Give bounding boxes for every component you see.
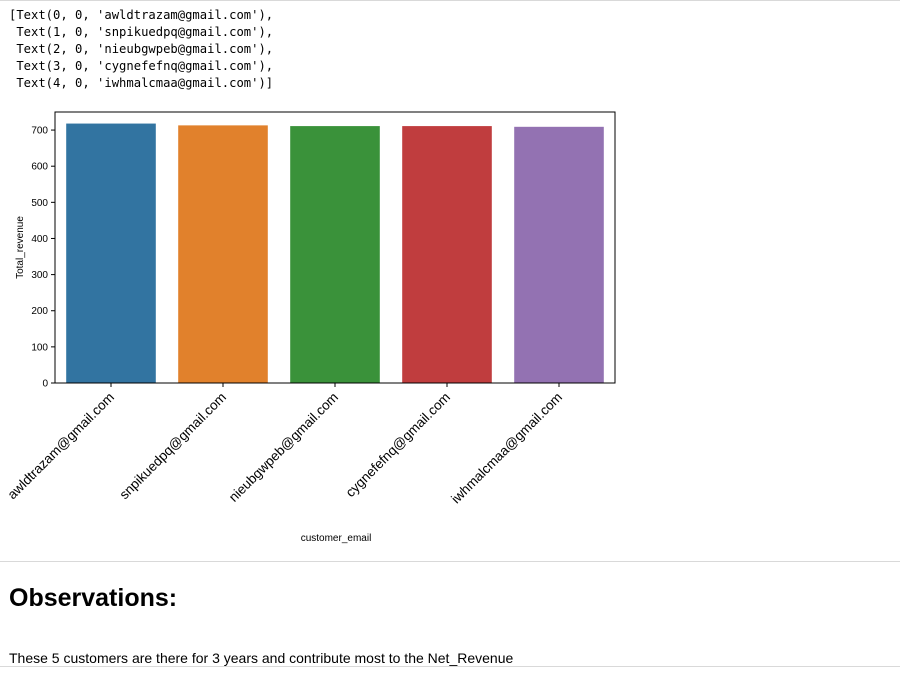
observations-text: These 5 customers are there for 3 years …: [9, 650, 514, 666]
output-line: Text(2, 0, 'nieubgwpeb@gmail.com'),: [9, 42, 274, 56]
bar: [290, 126, 380, 384]
top-cell-divider: [0, 0, 900, 1]
x-tick-label: awldtrazam@gmail.com: [5, 390, 118, 503]
output-line: Text(3, 0, 'cygnefefnq@gmail.com'),: [9, 59, 274, 73]
output-line: Text(1, 0, 'snpikuedpq@gmail.com'),: [9, 25, 274, 39]
bar: [514, 126, 604, 383]
y-tick-label: 500: [31, 198, 48, 209]
y-axis-label: Total_revenue: [15, 216, 26, 279]
cell-divider: [0, 561, 900, 562]
y-tick-label: 300: [31, 270, 48, 281]
output-line: [Text(0, 0, 'awldtrazam@gmail.com'),: [9, 8, 274, 22]
x-tick-label: nieubgwpeb@gmail.com: [226, 390, 341, 505]
y-tick-label: 200: [31, 306, 48, 317]
text-output: [Text(0, 0, 'awldtrazam@gmail.com'), Tex…: [9, 7, 273, 92]
bar-chart: 0 100 200 300 400 500 600 700 awldtrazam@gmail.…: [5, 111, 616, 544]
y-tick-label: 400: [31, 234, 48, 245]
x-tick-label: snpikuedpq@gmail.com: [116, 390, 229, 503]
bottom-cell-divider: [0, 666, 900, 667]
y-tick-label: 0: [42, 379, 48, 390]
cell-output: [Text(0, 0, 'awldtrazam@gmail.com'), Tex…: [5, 7, 616, 544]
x-tick-label: cygnefefnq@gmail.com: [343, 390, 454, 501]
observations-heading: Observations:: [9, 584, 178, 612]
output-line: Text(4, 0, 'iwhmalcmaa@gmail.com')]: [9, 76, 274, 90]
y-tick-label: 100: [31, 342, 48, 353]
x-axis-label: customer_email: [301, 533, 372, 544]
bars: [66, 123, 604, 384]
y-tick-label: 700: [31, 126, 48, 137]
bar: [402, 126, 492, 384]
x-axis: awldtrazam@gmail.com snpikuedpq@gmail.com…: [5, 383, 565, 507]
bar: [66, 123, 156, 383]
bar: [178, 125, 268, 384]
y-axis: 0 100 200 300 400 500 600 700: [31, 126, 55, 390]
x-tick-label: iwhmalcmaa@gmail.com: [448, 390, 565, 507]
y-tick-label: 600: [31, 162, 48, 173]
